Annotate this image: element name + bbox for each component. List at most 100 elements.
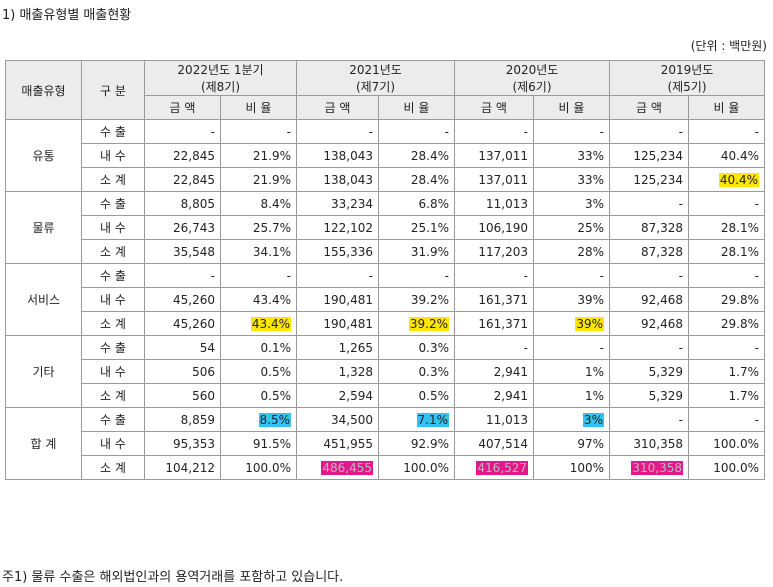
cell-value: -: [599, 340, 604, 355]
period-year: 2019년도: [660, 63, 714, 77]
header-period: 2022년도 1분기 (제8기): [144, 60, 297, 96]
amount-cell: 310,358: [609, 431, 689, 456]
cell-value: 451,955: [323, 436, 373, 451]
cell-value: 43.4%: [252, 292, 291, 307]
header-amount: 금 액: [609, 95, 689, 120]
cell-value: 137,011: [478, 172, 528, 187]
amount-cell: 117,203: [454, 239, 534, 264]
amount-cell: -: [296, 263, 379, 288]
cell-value: 2,941: [493, 388, 528, 403]
ratio-cell: 28%: [533, 239, 610, 264]
ratio-cell: -: [688, 191, 765, 216]
ratio-cell: 3%: [533, 191, 610, 216]
cell-value: 310,358: [631, 460, 683, 475]
cell-value: 506: [192, 364, 215, 379]
ratio-cell: -: [688, 407, 765, 432]
cell-value: -: [523, 340, 528, 355]
amount-cell: -: [609, 263, 689, 288]
table-row: 소 계 45,260 43.4% 190,481 39.2% 161,371 39% 92,4…: [6, 311, 765, 336]
cell-value: 21.9%: [252, 148, 291, 163]
cell-value: -: [286, 268, 291, 283]
table-body: 유통 수 출 - - - - - - - - 내 수 22,845 21.9% 138,043 28.4% 1…: [5, 119, 765, 480]
ratio-cell: 0.5%: [220, 383, 297, 408]
period-term: (제7기): [355, 80, 396, 94]
header-period: 2021년도 (제7기): [296, 60, 455, 96]
amount-cell: 310,358: [609, 455, 689, 480]
ratio-cell: 8.4%: [220, 191, 297, 216]
ratio-cell: 40.4%: [688, 143, 765, 168]
ratio-cell: 31.9%: [378, 239, 455, 264]
header-ratio: 비 율: [220, 95, 297, 120]
ratio-cell: 92.9%: [378, 431, 455, 456]
cell-value: 190,481: [323, 316, 373, 331]
row-label: 내 수: [81, 143, 145, 168]
cell-value: 407,514: [478, 436, 528, 451]
row-label: 소 계: [81, 455, 145, 480]
amount-cell: 1,328: [296, 359, 379, 384]
cell-value: 104,212: [165, 460, 215, 475]
table-row: 내 수 95,353 91.5% 451,955 92.9% 407,514 97% 310,…: [6, 431, 765, 456]
ratio-cell: -: [533, 335, 610, 360]
ratio-cell: 1.7%: [688, 359, 765, 384]
cell-value: 35,548: [173, 244, 215, 259]
cell-value: 5,329: [648, 388, 683, 403]
ratio-cell: 29.8%: [688, 287, 765, 312]
table-row: 물류 수 출 8,805 8.4% 33,234 6.8% 11,013 3% - -: [5, 191, 765, 264]
amount-cell: 5,329: [609, 383, 689, 408]
cell-value: -: [368, 268, 373, 283]
ratio-cell: 34.1%: [220, 239, 297, 264]
cell-value: 0.5%: [418, 388, 450, 403]
cell-value: -: [678, 268, 683, 283]
cell-value: 28%: [577, 244, 604, 259]
cell-value: -: [444, 124, 449, 139]
ratio-cell: 0.3%: [378, 335, 455, 360]
ratio-cell: 39.2%: [378, 287, 455, 312]
cell-value: -: [599, 124, 604, 139]
cell-value: -: [444, 268, 449, 283]
ratio-cell: 100.0%: [220, 455, 297, 480]
amount-cell: -: [454, 335, 534, 360]
ratio-cell: 25%: [533, 215, 610, 240]
ratio-cell: 0.1%: [220, 335, 297, 360]
group-name: 기타: [5, 335, 82, 408]
header-ratio: 비 율: [533, 95, 610, 120]
amount-cell: 95,353: [144, 431, 221, 456]
cell-value: 39.2%: [410, 292, 449, 307]
header-ratio: 비 율: [378, 95, 455, 120]
amount-cell: 34,500: [296, 407, 379, 432]
period-term: (제6기): [512, 80, 552, 94]
amount-cell: 11,013: [454, 407, 534, 432]
cell-value: 100.0%: [713, 460, 759, 475]
header-amount: 금 액: [296, 95, 379, 120]
cell-value: -: [754, 124, 759, 139]
unit-label: (단위 : 백만원): [690, 39, 767, 53]
row-label: 내 수: [81, 287, 145, 312]
cell-value: 137,011: [478, 148, 528, 163]
amount-cell: 407,514: [454, 431, 534, 456]
cell-value: 8.4%: [260, 196, 292, 211]
row-label: 내 수: [81, 215, 145, 240]
amount-cell: 5,329: [609, 359, 689, 384]
ratio-cell: 33%: [533, 143, 610, 168]
ratio-cell: 3%: [533, 407, 610, 432]
cell-value: -: [599, 268, 604, 283]
cell-value: 138,043: [323, 148, 373, 163]
table-row: 내 수 26,743 25.7% 122,102 25.1% 106,190 25% 87,3…: [6, 215, 765, 240]
amount-cell: 486,455: [296, 455, 379, 480]
cell-value: 1.7%: [728, 364, 760, 379]
ratio-cell: 7.1%: [378, 407, 455, 432]
cell-value: 33%: [577, 148, 604, 163]
ratio-cell: -: [220, 263, 297, 288]
row-label: 수 출: [81, 407, 145, 432]
amount-cell: 106,190: [454, 215, 534, 240]
amount-cell: 161,371: [454, 311, 534, 336]
ratio-cell: -: [533, 119, 610, 144]
amount-cell: -: [609, 407, 689, 432]
amount-cell: -: [609, 191, 689, 216]
ratio-cell: 1.7%: [688, 383, 765, 408]
cell-value: 87,328: [641, 244, 683, 259]
amount-cell: 33,234: [296, 191, 379, 216]
ratio-cell: 28.4%: [378, 143, 455, 168]
table-row: 소 계 35,548 34.1% 155,336 31.9% 117,203 28% 87,3…: [6, 239, 765, 264]
